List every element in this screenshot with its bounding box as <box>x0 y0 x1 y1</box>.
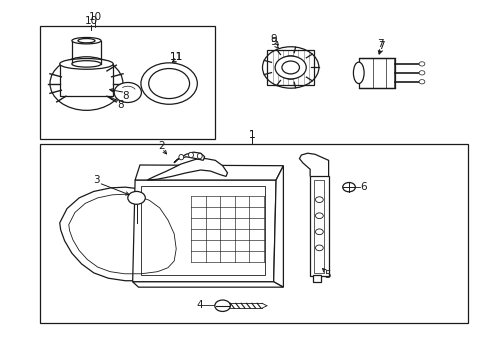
Circle shape <box>418 71 424 75</box>
Ellipse shape <box>283 60 297 75</box>
Text: 1: 1 <box>248 130 255 140</box>
Bar <box>267 50 313 85</box>
Circle shape <box>315 213 323 219</box>
Circle shape <box>282 61 299 74</box>
Text: 3: 3 <box>93 175 100 185</box>
Bar <box>358 58 394 88</box>
Text: 9: 9 <box>270 37 276 48</box>
Ellipse shape <box>72 37 101 44</box>
Text: 8: 8 <box>122 91 128 101</box>
Text: 9: 9 <box>270 34 276 44</box>
Circle shape <box>148 68 189 99</box>
Text: 2: 2 <box>158 141 165 151</box>
Ellipse shape <box>179 154 183 160</box>
Circle shape <box>315 229 323 235</box>
Circle shape <box>114 82 141 103</box>
Bar <box>313 180 323 273</box>
Text: 10: 10 <box>88 12 102 22</box>
Text: 6: 6 <box>360 182 366 192</box>
Polygon shape <box>147 158 227 180</box>
Circle shape <box>418 80 424 84</box>
Text: 11: 11 <box>169 52 183 62</box>
Polygon shape <box>135 165 283 180</box>
Circle shape <box>342 183 355 192</box>
Ellipse shape <box>78 39 95 43</box>
Circle shape <box>214 300 230 311</box>
Polygon shape <box>174 152 204 163</box>
Text: 5: 5 <box>323 270 330 280</box>
Text: 7: 7 <box>378 41 384 51</box>
Circle shape <box>141 63 197 104</box>
Bar <box>40 144 467 323</box>
Ellipse shape <box>278 56 302 79</box>
Text: 1: 1 <box>248 130 255 140</box>
Text: 4: 4 <box>196 300 203 310</box>
Circle shape <box>127 192 145 204</box>
Ellipse shape <box>353 62 364 84</box>
Text: 8: 8 <box>117 100 123 110</box>
Circle shape <box>275 56 305 79</box>
Circle shape <box>418 62 424 66</box>
Polygon shape <box>273 166 283 287</box>
Polygon shape <box>132 282 283 287</box>
Polygon shape <box>60 187 186 281</box>
Text: 11: 11 <box>169 52 183 62</box>
Circle shape <box>315 197 323 203</box>
Ellipse shape <box>188 152 193 158</box>
Ellipse shape <box>60 59 113 69</box>
Polygon shape <box>132 180 276 282</box>
Ellipse shape <box>197 153 202 159</box>
Bar <box>267 50 313 85</box>
Ellipse shape <box>72 61 101 67</box>
Text: 10: 10 <box>84 16 98 26</box>
Bar <box>309 176 328 276</box>
Bar <box>40 26 215 139</box>
Text: 7: 7 <box>377 39 383 49</box>
Circle shape <box>315 245 323 251</box>
Bar <box>60 64 113 96</box>
Bar <box>141 186 264 275</box>
Bar <box>312 275 321 282</box>
